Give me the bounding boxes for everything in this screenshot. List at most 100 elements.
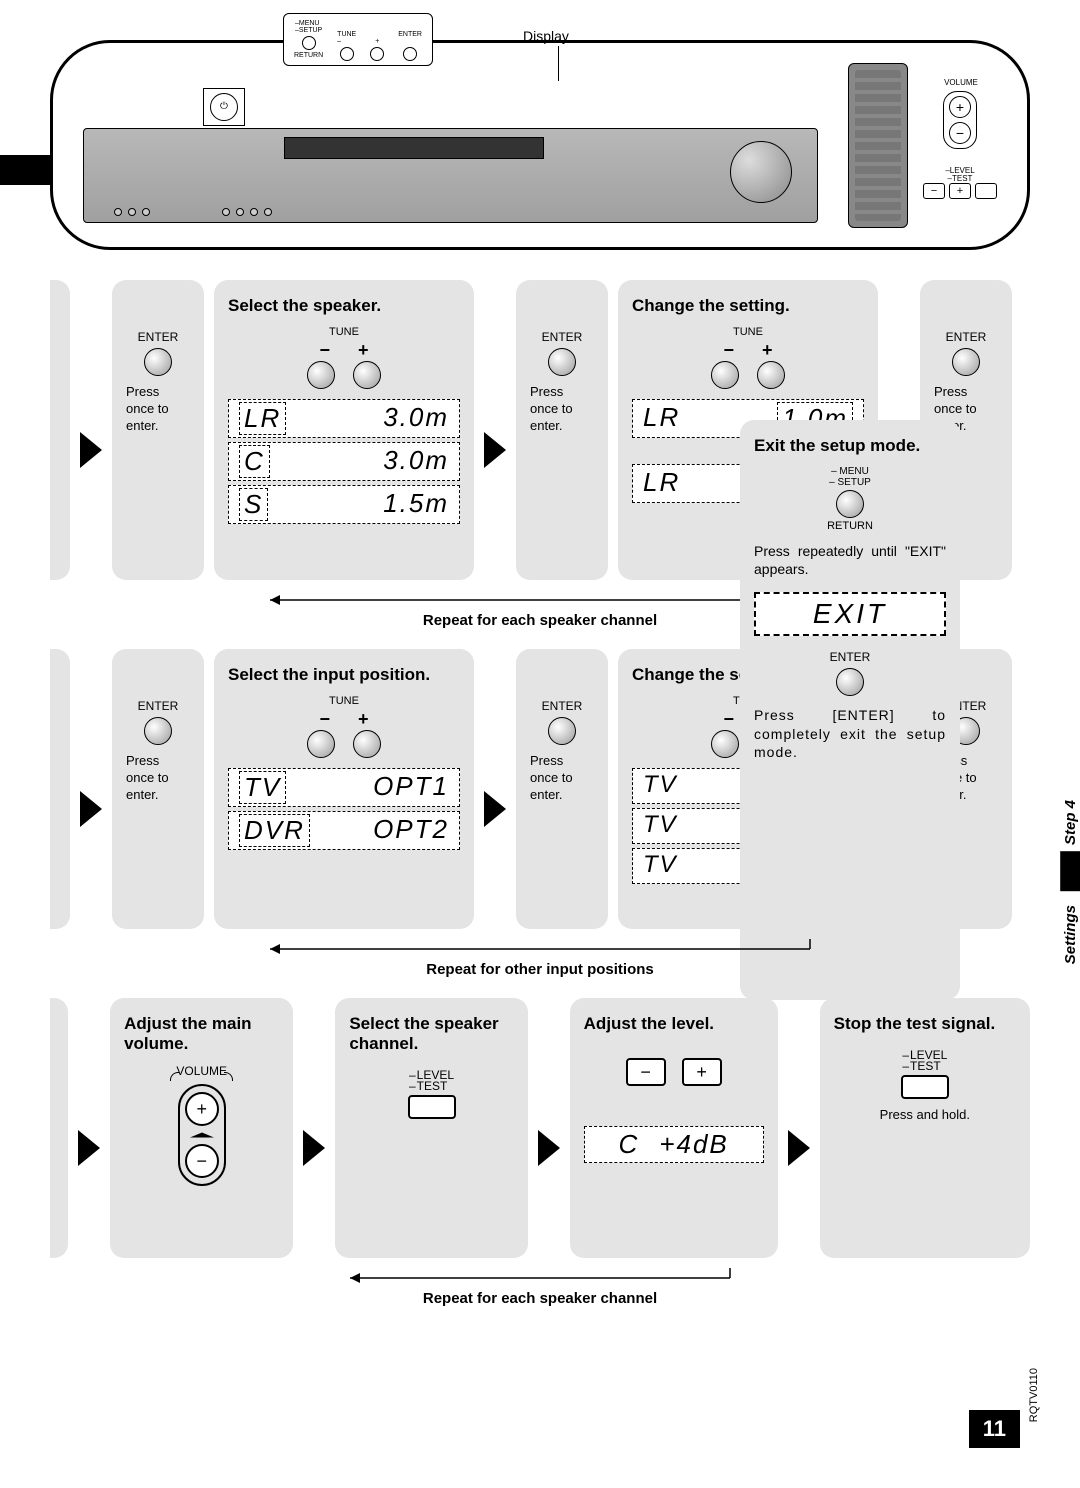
receiver-body bbox=[83, 128, 818, 223]
panel-title: Adjust the level. bbox=[584, 1014, 764, 1034]
tune-minus-button[interactable] bbox=[711, 730, 739, 758]
level-test-label: –LEVEL–TEST bbox=[945, 167, 974, 183]
level-test-label: LEVELTEST bbox=[409, 1070, 454, 1093]
enter-label: ENTER bbox=[946, 330, 987, 344]
return-button[interactable] bbox=[836, 490, 864, 518]
tune-plus-button[interactable] bbox=[353, 361, 381, 389]
level-plus-button[interactable]: + bbox=[682, 1058, 722, 1086]
enter-label: ENTER bbox=[138, 699, 179, 713]
repeat-channel-label: Repeat for each speaker channel bbox=[50, 1290, 1030, 1307]
level-minus-button[interactable]: − bbox=[923, 183, 945, 199]
volume-label: VOLUME bbox=[931, 78, 991, 87]
enter-knob[interactable] bbox=[403, 47, 417, 61]
return-label: RETURN bbox=[827, 520, 873, 532]
tune-plus-button[interactable] bbox=[757, 361, 785, 389]
test-button[interactable] bbox=[408, 1095, 456, 1119]
panel-title: Select the speaker channel. bbox=[349, 1014, 513, 1054]
test-button[interactable] bbox=[901, 1075, 949, 1099]
volume-up-button[interactable]: + bbox=[949, 96, 971, 118]
press-once-text: Press once to enter. bbox=[530, 753, 594, 804]
arrow-icon bbox=[78, 1130, 100, 1166]
tune-plus-button[interactable] bbox=[353, 730, 381, 758]
enter-button[interactable] bbox=[836, 668, 864, 696]
tune-minus-button[interactable] bbox=[307, 361, 335, 389]
panel-title: Exit the setup mode. bbox=[754, 436, 946, 456]
tune-label: TUNE bbox=[733, 326, 763, 338]
remote-control bbox=[848, 63, 908, 228]
enter-label: ENTER bbox=[542, 699, 583, 713]
tune-label: TUNE bbox=[329, 695, 359, 707]
volume-down-button[interactable]: − bbox=[185, 1144, 219, 1178]
enter-button[interactable] bbox=[548, 348, 576, 376]
enter-label: ENTER bbox=[830, 650, 871, 664]
tune-minus-button[interactable] bbox=[711, 361, 739, 389]
enter-button[interactable] bbox=[144, 348, 172, 376]
volume-dial[interactable] bbox=[730, 141, 792, 203]
level-plus-button[interactable]: + bbox=[949, 183, 971, 199]
receiver-display bbox=[284, 137, 544, 159]
tune-plus-knob[interactable] bbox=[370, 47, 384, 61]
select-channel-panel: Select the speaker channel. LEVELTEST bbox=[335, 998, 527, 1258]
settings-label: Settings bbox=[1062, 905, 1079, 964]
test-button[interactable] bbox=[975, 183, 997, 199]
volume-up-button[interactable]: + bbox=[185, 1092, 219, 1126]
select-input-panel: Select the input position. TUNE −+ TVOPT… bbox=[214, 649, 474, 929]
press-once-text: Press once to enter. bbox=[126, 753, 190, 804]
power-icon: ⏻ bbox=[210, 93, 238, 121]
enter-label: ENTER bbox=[542, 330, 583, 344]
enter-button[interactable] bbox=[548, 717, 576, 745]
doc-code: RQTV0110 bbox=[1028, 1368, 1040, 1422]
lcd-c-4db: C+4dB bbox=[584, 1126, 764, 1163]
page-number: 11 bbox=[969, 1410, 1020, 1448]
remote-volume-group: VOLUME + − bbox=[943, 91, 977, 149]
enter-panel-2a: ENTER Press once to enter. bbox=[112, 649, 204, 929]
panel-title: Select the speaker. bbox=[228, 296, 460, 316]
side-black-tab bbox=[0, 155, 50, 185]
receiver-overview: ⏻ Switch on. –MENU–SETUPRETURN TUNE– + E… bbox=[50, 40, 1030, 250]
tune-label: TUNE bbox=[329, 326, 359, 338]
arrow-icon bbox=[80, 791, 102, 827]
arrow-icon bbox=[80, 432, 102, 468]
adjust-level-panel: Adjust the level. − + C+4dB bbox=[570, 998, 778, 1258]
lcd-c-3: C3.0m bbox=[228, 442, 460, 481]
exit-text-2: Press [ENTER] to completely exit the set… bbox=[754, 706, 946, 761]
exit-text-1: Press repeatedly until "EXIT" appears. bbox=[754, 542, 946, 578]
press-once-text: Press once to enter. bbox=[530, 384, 594, 435]
select-speaker-panel: Select the speaker. TUNE −+ LR3.0m C3.0m… bbox=[214, 280, 474, 580]
volume-down-button[interactable]: − bbox=[949, 122, 971, 144]
panel-title: Stop the test signal. bbox=[834, 1014, 1016, 1034]
tune-minus-knob[interactable] bbox=[340, 47, 354, 61]
panel-title: Select the input position. bbox=[228, 665, 460, 685]
lcd-dvr-opt2: DVROPT2 bbox=[228, 811, 460, 850]
volume-control: + − bbox=[178, 1084, 226, 1186]
enter-label: ENTER bbox=[138, 330, 179, 344]
lcd-tv-opt1: TVOPT1 bbox=[228, 768, 460, 807]
arrow-icon bbox=[484, 432, 506, 468]
adjust-volume-panel: Adjust the main volume. VOLUME + − bbox=[110, 998, 293, 1258]
panel-title: Adjust the main volume. bbox=[124, 1014, 279, 1054]
press-once-text: Press once to enter. bbox=[126, 384, 190, 435]
panel-title: Change the setting. bbox=[632, 296, 864, 316]
level-test-label: LEVELTEST bbox=[902, 1050, 947, 1073]
menu-setup-knob[interactable] bbox=[302, 36, 316, 50]
lcd-s-15: S1.5m bbox=[228, 485, 460, 524]
step-label: Step 4 bbox=[1062, 800, 1079, 845]
stop-test-panel: Stop the test signal. LEVELTEST Press an… bbox=[820, 998, 1030, 1258]
arrow-icon bbox=[788, 1130, 810, 1166]
arrow-icon bbox=[303, 1130, 325, 1166]
enter-button[interactable] bbox=[144, 717, 172, 745]
enter-button[interactable] bbox=[952, 348, 980, 376]
power-callout: ⏻ bbox=[203, 88, 245, 126]
tune-minus-button[interactable] bbox=[307, 730, 335, 758]
menu-setup-label: – MENU– SETUP bbox=[829, 466, 871, 488]
lcd-exit: EXIT bbox=[754, 592, 946, 636]
arrow-icon bbox=[538, 1130, 560, 1166]
exit-setup-panel: Exit the setup mode. – MENU– SETUP RETUR… bbox=[740, 420, 960, 1000]
wedge-icon bbox=[190, 1133, 214, 1138]
arrow-icon bbox=[484, 791, 506, 827]
level-minus-button[interactable]: − bbox=[626, 1058, 666, 1086]
repeat-input-label: Repeat for other input positions bbox=[50, 961, 1030, 978]
display-label: Display bbox=[523, 28, 569, 44]
top-control-callout: –MENU–SETUPRETURN TUNE– + ENTER bbox=[283, 13, 433, 66]
side-tab: Settings Step 4 bbox=[1060, 800, 1080, 964]
